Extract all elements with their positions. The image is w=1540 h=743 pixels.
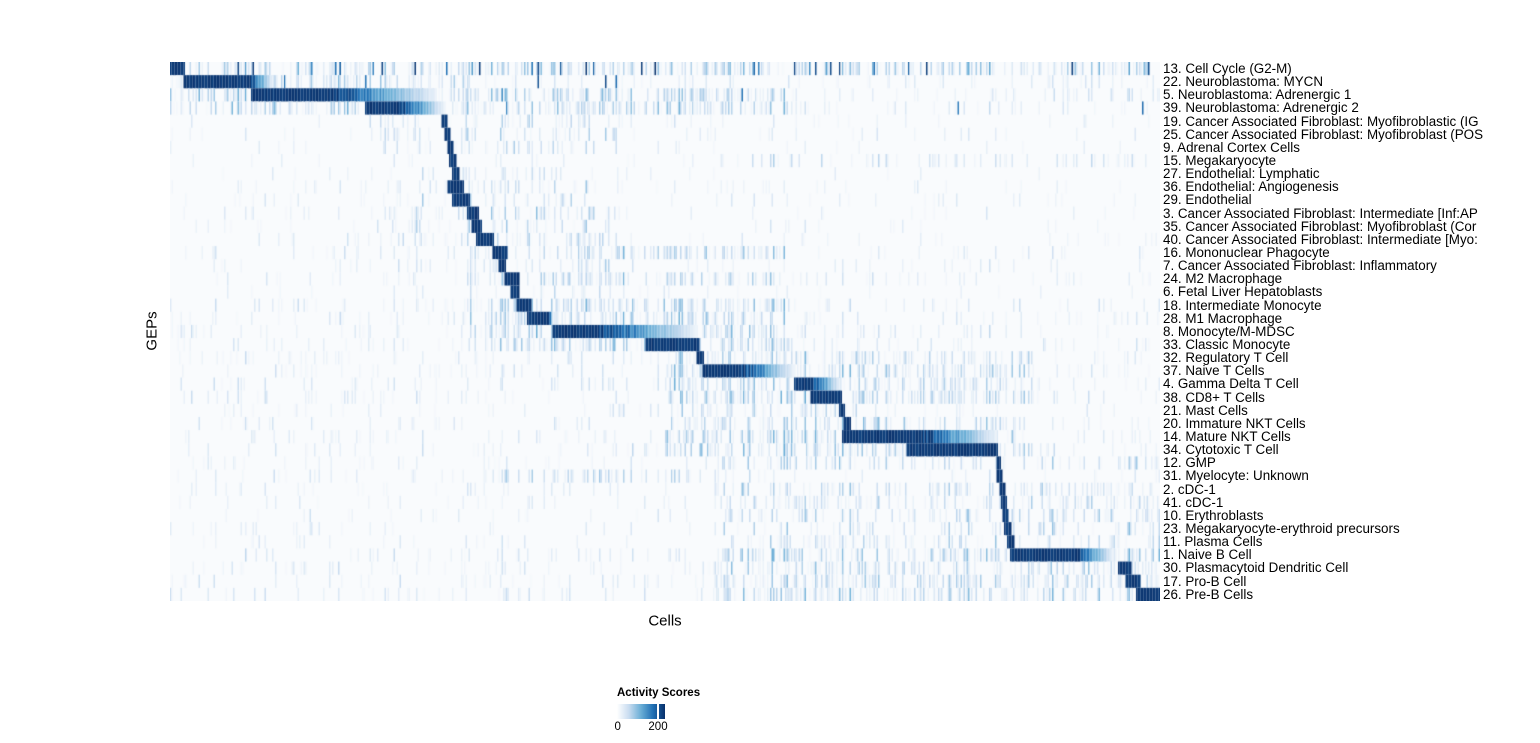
x-axis-label: Cells	[648, 612, 682, 630]
row-label: 28. M1 Macrophage	[1163, 310, 1283, 326]
row-label: 9. Adrenal Cortex Cells	[1163, 139, 1300, 155]
row-label: 41. cDC-1	[1163, 494, 1224, 510]
row-label: 15. Megakaryocyte	[1163, 153, 1277, 169]
legend-tick-label-0: 0	[614, 721, 621, 733]
row-label: 31. Myelocyte: Unknown	[1163, 468, 1309, 484]
gep-row-labels: 13. Cell Cycle (G2-M) 22. Neuroblastoma: …	[1163, 62, 1540, 601]
row-label: 23. Megakaryocyte-erythroid precursors	[1163, 520, 1400, 536]
legend-tick-200	[657, 704, 659, 719]
row-label: 26. Pre-B Cells	[1163, 586, 1254, 601]
activity-scores-legend: Activity Scores 0 200	[614, 687, 737, 735]
heatmap-canvas	[170, 62, 1160, 601]
row-label: 12. GMP	[1163, 455, 1216, 471]
row-label: 16. Mononuclear Phagocyte	[1163, 245, 1330, 261]
row-label: 33. Classic Monocyte	[1163, 337, 1291, 353]
row-label: 32. Regulatory T Cell	[1163, 350, 1289, 366]
row-label: 7. Cancer Associated Fibroblast: Inflamm…	[1163, 258, 1437, 274]
row-label: 5. Neuroblastoma: Adrenergic 1	[1163, 87, 1352, 103]
row-label: 10. Erythroblasts	[1163, 507, 1264, 523]
row-label: 17. Pro-B Cell	[1163, 573, 1247, 589]
row-label: 29. Endothelial	[1163, 192, 1252, 208]
row-label: 18. Intermediate Monocyte	[1163, 297, 1322, 313]
row-label: 36. Endothelial: Angiogenesis	[1163, 179, 1339, 195]
row-label: 14. Mature NKT Cells	[1163, 429, 1291, 444]
row-label: 11. Plasma Cells	[1163, 534, 1263, 550]
legend-tick-labels: 0 200	[614, 721, 668, 735]
row-label: 8. Monocyte/M-MDSC	[1163, 323, 1295, 339]
row-label: 4. Gamma Delta T Cell	[1163, 376, 1299, 392]
row-label: 2. cDC-1	[1163, 481, 1216, 497]
row-label: 30. Plasmacytoid Dendritic Cell	[1163, 560, 1349, 576]
row-label: 6. Fetal Liver Hepatoblasts	[1163, 284, 1323, 300]
row-label: 25. Cancer Associated Fibroblast: Myofib…	[1163, 126, 1484, 142]
row-label: 34. Cytotoxic T Cell	[1163, 442, 1279, 458]
row-label: 27. Endothelial: Lymphatic	[1163, 166, 1320, 182]
row-label: 39. Neuroblastoma: Adrenergic 2	[1163, 100, 1359, 116]
row-label: 35. Cancer Associated Fibroblast: Myofib…	[1163, 218, 1477, 234]
row-label: 1. Naive B Cell	[1163, 547, 1252, 563]
row-label: 40. Cancer Associated Fibroblast: Interm…	[1163, 231, 1478, 247]
row-label: 13. Cell Cycle (G2-M)	[1163, 62, 1292, 77]
row-label: 38. CD8+ T Cells	[1163, 389, 1265, 405]
row-label: 37. Naive T Cells	[1163, 363, 1265, 379]
row-label: 22. Neuroblastoma: MYCN	[1163, 74, 1324, 90]
row-label: 3. Cancer Associated Fibroblast: Interme…	[1163, 205, 1478, 221]
legend-title: Activity Scores	[617, 687, 701, 699]
y-axis-label: GEPs	[143, 311, 161, 351]
row-label: 24. M2 Macrophage	[1163, 271, 1283, 287]
legend-tick-label-200: 200	[648, 721, 668, 733]
legend-gradient-bar	[617, 704, 665, 719]
row-label: 19. Cancer Associated Fibroblast: Myofib…	[1163, 113, 1479, 129]
row-label: 20. Immature NKT Cells	[1163, 415, 1306, 431]
row-label: 21. Mast Cells	[1163, 402, 1248, 418]
